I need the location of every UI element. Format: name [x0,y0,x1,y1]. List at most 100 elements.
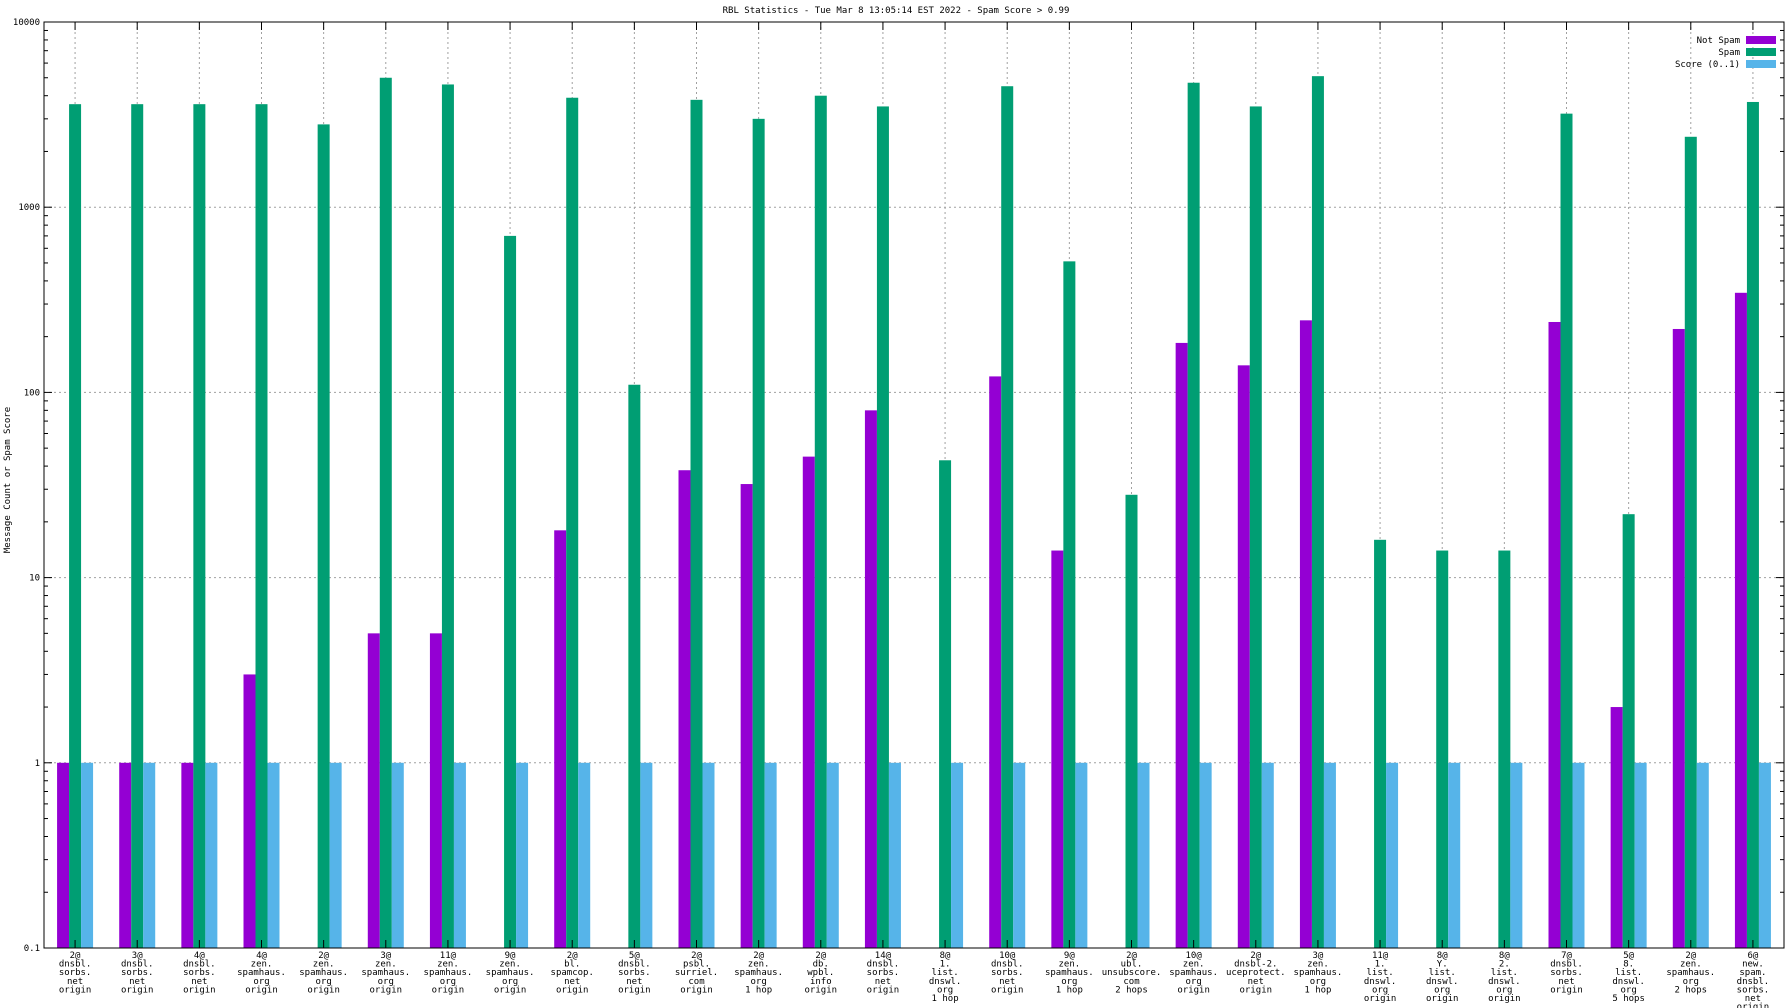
x-tick-label-line: spamhaus. [299,968,348,978]
y-axis-label: Message Count or Spam Score [3,407,13,553]
x-tick-label: 2@ dnsbl-2. uceprotect. net origin [1226,951,1286,995]
x-tick-label-line: dnsbl-2. [1234,960,1277,970]
x-tick-label-line: 3@ [132,951,143,961]
x-tick-label-line: 8@ [1499,951,1510,961]
bar-not-spam [678,470,691,948]
bar-spam [1311,76,1324,948]
x-tick-label-line: sorbs. [121,968,154,978]
bar-spam [1684,136,1697,948]
x-tick-label: 2@ db. wpbl. info origin [805,951,838,995]
bar-not-spam [119,762,132,948]
y-tick-label: 100 [24,388,40,398]
bar-score-0-1 [1323,762,1336,948]
x-tick-label-line: 4@ [194,951,205,961]
x-tick-label-line: dnsbl. [991,960,1024,970]
bar-spam [1125,494,1138,948]
x-tick-label-line: ubl. [1121,960,1143,970]
x-tick-label-line: 8@ [940,951,951,961]
bar-spam [1622,514,1635,948]
x-tick-label: 2@ psbl. surriel. com origin [675,951,718,995]
bar-not-spam [57,762,70,948]
x-tick-label: 2@ bl. spamcop. net origin [551,951,594,995]
bar-not-spam [802,456,815,948]
x-tick-label: 10@ dnsbl. sorbs. net origin [991,951,1024,995]
x-tick-label-line: origin [867,985,900,995]
x-tick-label-line: sorbs. [618,968,651,978]
bar-score-0-1 [1199,762,1212,948]
x-tick-label: 3@ dnsbl. sorbs. net origin [121,951,154,995]
bar-not-spam [740,484,753,948]
bar-not-spam [429,633,442,948]
x-tick-label-line: 1 hop [932,994,959,1004]
x-tick-label-line: zen. [1183,960,1205,970]
x-tick-label-line: 1 hop [1056,985,1083,995]
x-tick-label-line: 1 hop [745,985,772,995]
legend-label: Spam [1718,48,1740,58]
x-tick-label-line: 5 hops [1612,994,1645,1004]
bar-spam [939,460,952,948]
x-tick-label-line: surriel. [675,968,718,978]
x-tick-label-line: net [1248,977,1264,987]
x-tick-label: 5@ dnsbl. sorbs. net origin [618,951,651,995]
y-tick-label: 0.1 [24,944,40,954]
legend-swatch [1746,36,1776,44]
x-tick-label-line: com [1123,977,1139,987]
x-tick-label-line: dnsbl. [867,960,900,970]
x-tick-label: 9@ zen. spamhaus. org origin [486,951,535,995]
x-tick-label: 8@ 1. list. dnswl. org 1 hop [929,951,962,1004]
bar-spam [690,99,703,948]
bar-not-spam [243,674,256,948]
bar-not-spam [554,530,567,948]
x-tick-label-line: 11@ [440,951,457,961]
bar-spam [1249,106,1262,948]
x-tick-label-line: bl. [564,960,580,970]
x-tick-label-line: 2@ [70,951,81,961]
x-tick-label: 10@ zen. spamhaus. org origin [1169,951,1218,995]
x-tick-label-line: zen. [499,960,521,970]
x-tick-label: 2@ zen. spamhaus. org 2 hops [1666,951,1715,995]
bar-spam [379,77,392,949]
bar-score-0-1 [453,762,466,948]
x-tick-label: 3@ zen. spamhaus. org 1 hop [1294,951,1343,995]
x-tick-label-line: origin [245,985,278,995]
x-tick-label-line: 1. [1375,960,1386,970]
bar-score-0-1 [81,762,94,948]
x-tick-label: 6@ new. spam. dnsbl. sorbs. net origin [1737,951,1770,1008]
x-tick-label-line: net [129,977,145,987]
y-tick-label: 10000 [13,18,40,28]
x-tick-label-line: spamhaus. [237,968,286,978]
x-tick-label-line: 9@ [505,951,516,961]
x-tick-label-line: 9@ [1064,951,1075,961]
x-tick-label-line: 5@ [629,951,640,961]
bar-spam [1187,82,1200,948]
x-tick-label-line: db. [813,960,829,970]
x-tick-label-line: net [1558,977,1574,987]
bar-score-0-1 [1758,762,1771,948]
x-tick-label-line: origin [991,985,1024,995]
x-tick-label-line: sorbs. [867,968,900,978]
bar-score-0-1 [1572,762,1585,948]
x-tick-label-line: dnsbl. [618,960,651,970]
x-tick-label-line: origin [805,985,838,995]
x-tick-label-line: origin [59,985,92,995]
bar-score-0-1 [205,762,218,948]
bar-score-0-1 [1448,762,1461,948]
x-tick-label-line: list. [1491,968,1518,978]
x-tick-label: 11@ 1. list. dnswl. org origin [1364,951,1397,1004]
x-tick-label-line: dnsbl. [1737,977,1770,987]
x-tick-label-line: 3@ [1313,951,1324,961]
x-tick-label-line: spamhaus. [1169,968,1218,978]
x-tick-label-line: spamcop. [551,968,594,978]
bar-not-spam [367,633,380,948]
x-tick-label-line: origin [1488,994,1521,1004]
bar-score-0-1 [1013,762,1026,948]
x-tick-label-line: zen. [437,960,459,970]
y-tick-label: 10 [29,574,40,584]
x-tick-label: 11@ zen. spamhaus. org origin [424,951,473,995]
x-tick-label-line: new. [1742,960,1764,970]
x-tick-label-line: org [1372,985,1388,995]
x-tick-label: 14@ dnsbl. sorbs. net origin [867,951,900,995]
bar-spam [1374,539,1387,948]
bar-not-spam [1175,342,1188,948]
